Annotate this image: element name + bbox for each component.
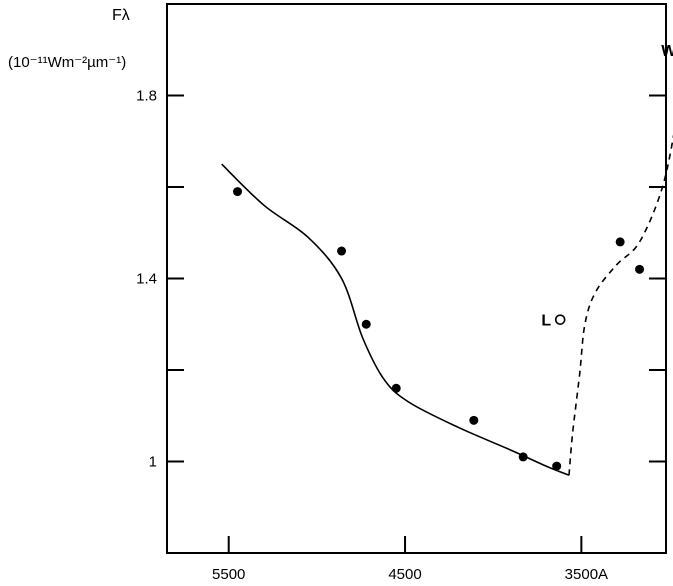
- y-axis-label: Fλ: [112, 7, 130, 24]
- data-point: [518, 452, 528, 462]
- data-point: [469, 415, 479, 425]
- data-point: [552, 461, 562, 471]
- data-point: [615, 237, 625, 247]
- data-points: [233, 187, 645, 471]
- x-tick-label: 4500: [388, 566, 421, 583]
- data-point: [635, 264, 645, 274]
- y-tick-label: 1.4: [136, 271, 157, 288]
- data-point: [361, 319, 371, 329]
- x-tick-label: 5500: [212, 566, 245, 583]
- y-tick-label: 1.8: [136, 88, 157, 105]
- data-point: [337, 246, 347, 256]
- x-tick-label: 3500: [565, 566, 598, 583]
- plot-frame: [166, 3, 667, 554]
- open-point: [554, 314, 566, 325]
- data-point: [233, 187, 243, 197]
- tick-labels: 1 1.4 1.8 5500 4500 3500 L W: [136, 43, 673, 583]
- dashed-curve: [568, 134, 673, 476]
- y-tick-label: 1: [149, 454, 157, 471]
- curves: [221, 134, 673, 476]
- x-axis-label: A: [598, 566, 608, 583]
- point-label: W: [661, 43, 673, 60]
- y-axis-units: (10⁻¹¹Wm⁻²µm⁻¹): [8, 54, 126, 71]
- point-label: L: [541, 313, 551, 330]
- axis-ticks: [167, 94, 666, 553]
- data-point: [391, 383, 401, 393]
- solid-curve: [221, 163, 570, 476]
